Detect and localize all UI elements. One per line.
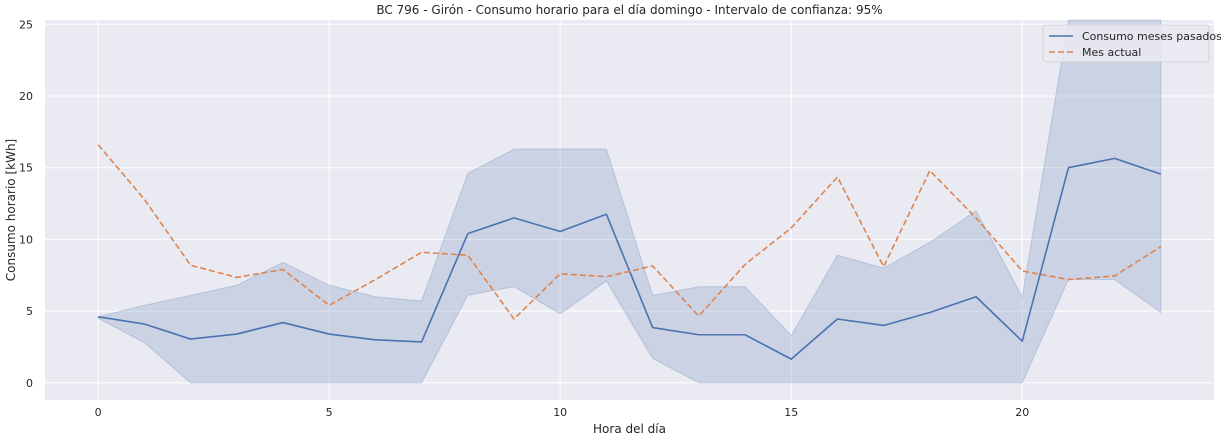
legend-label-1: Mes actual [1082, 46, 1141, 59]
chart-title: BC 796 - Girón - Consumo horario para el… [376, 3, 882, 17]
y-tick-label: 5 [26, 305, 33, 318]
y-tick-label: 25 [19, 18, 33, 31]
y-tick-label: 10 [19, 233, 33, 246]
y-axis-label: Consumo horario [kWh] [4, 139, 18, 281]
x-axis-label: Hora del día [593, 422, 666, 436]
series-line-1 [97, 144, 1162, 320]
series-layer [97, 144, 1162, 360]
legend: Consumo meses pasados Mes actual [1042, 24, 1221, 63]
confidence-band-0 [97, 19, 1162, 384]
x-tick-label: 5 [326, 406, 333, 419]
grid [45, 20, 1214, 400]
y-tick-label: 20 [19, 90, 33, 103]
x-tick-label: 15 [784, 406, 798, 419]
x-tick-label: 20 [1015, 406, 1029, 419]
legend-label-0: Consumo meses pasados [1082, 30, 1221, 43]
x-tick-label: 10 [553, 406, 567, 419]
legend-box [1042, 24, 1210, 63]
y-tick-label: 0 [26, 377, 33, 390]
tick-labels: 0 5 10 15 20 0 5 10 15 20 25 [19, 18, 1029, 419]
x-tick-label: 0 [95, 406, 102, 419]
plot-background [45, 20, 1214, 400]
confidence-band-layer [97, 19, 1162, 384]
y-tick-label: 15 [19, 162, 33, 175]
